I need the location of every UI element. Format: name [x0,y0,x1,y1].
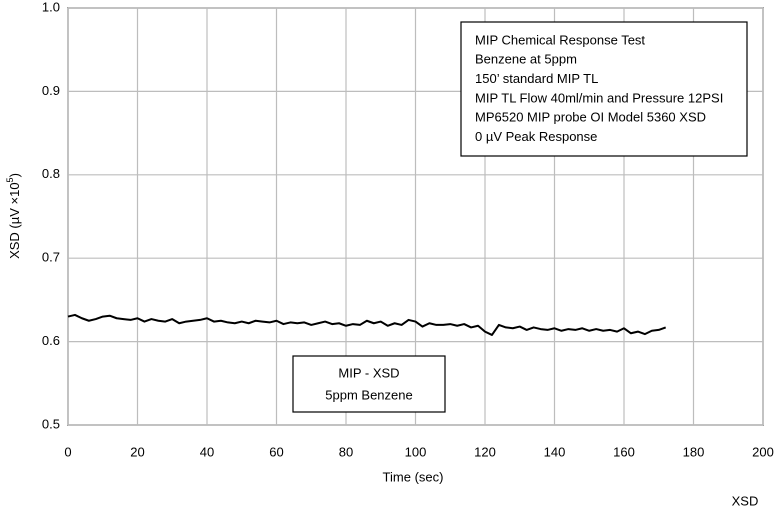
annotation-box [460,21,748,157]
x-tick-label: 40 [200,444,214,459]
grid [67,7,764,426]
x-tick-label: 0 [64,444,71,459]
annotation-line: MIP TL Flow 40ml/min and Pressure 12PSI [475,90,723,105]
x-tick-label: 200 [752,444,774,459]
x-tick-label: 120 [474,444,496,459]
legend-text: MIP - XSD [338,365,399,380]
annotation-line: 0 µV Peak Response [475,129,597,144]
y-tick-label: 0.6 [42,333,60,348]
x-tick-label: 160 [613,444,635,459]
y-tick-label: 0.7 [42,250,60,265]
legend-box [292,355,446,413]
y-label-end: ) [7,173,22,177]
annotation-line: 150’ standard MIP TL [475,71,598,86]
y-axis-label: XSD (µV ×105) [5,173,22,259]
x-tick-label: 140 [544,444,566,459]
y-label-start: XSD (µV ×10 [7,182,22,259]
legend-text: 5ppm Benzene [325,387,412,402]
x-tick-label: 100 [405,444,427,459]
annotation-line: MIP Chemical Response Test [475,32,645,47]
annotation-line: MP6520 MIP probe OI Model 5360 XSD [475,110,706,125]
y-tick-label: 0.8 [42,166,60,181]
annotation-line: Benzene at 5ppm [475,52,577,67]
y-label-sup: 5 [5,177,15,182]
x-tick-label: 80 [339,444,353,459]
data-line [67,313,667,336]
x-tick-label: 180 [683,444,705,459]
x-axis-label: Time (sec) [383,469,444,484]
y-tick-label: 0.9 [42,83,60,98]
y-tick-label: 1.0 [42,0,60,14]
x-tick-label: 20 [130,444,144,459]
y-tick-label: 0.5 [42,416,60,431]
corner-label: XSD [732,493,759,508]
x-tick-label: 60 [269,444,283,459]
